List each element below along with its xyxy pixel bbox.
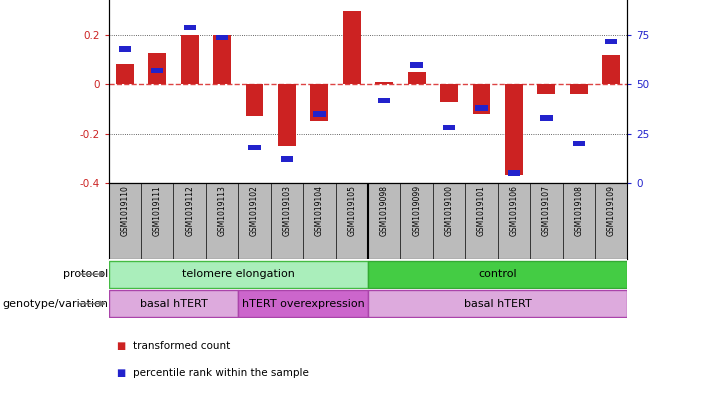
Text: control: control — [478, 269, 517, 279]
Bar — [278, 84, 296, 146]
Bar — [311, 84, 328, 121]
Bar — [538, 84, 555, 94]
Bar — [116, 64, 134, 84]
Text: GSM1019112: GSM1019112 — [185, 185, 194, 236]
Bar — [313, 111, 325, 117]
Text: GSM1019102: GSM1019102 — [250, 185, 259, 236]
Text: GSM1019100: GSM1019100 — [444, 185, 454, 236]
Bar — [375, 82, 393, 84]
Text: ■: ■ — [116, 341, 125, 351]
Text: transformed count: transformed count — [133, 341, 231, 351]
Bar — [472, 84, 491, 114]
Bar — [378, 97, 390, 103]
Text: GSM1019113: GSM1019113 — [217, 185, 226, 236]
Text: GSM1019109: GSM1019109 — [606, 185, 615, 236]
Text: GSM1019098: GSM1019098 — [380, 185, 389, 236]
Bar — [570, 84, 587, 94]
Bar — [109, 261, 368, 288]
Text: GSM1019110: GSM1019110 — [121, 185, 130, 236]
Text: GSM1019108: GSM1019108 — [574, 185, 583, 236]
Bar — [602, 55, 620, 84]
Bar — [508, 170, 520, 176]
Bar — [118, 46, 131, 52]
Text: GSM1019104: GSM1019104 — [315, 185, 324, 236]
Bar — [368, 261, 627, 288]
Bar — [475, 105, 488, 111]
Bar — [505, 84, 523, 175]
Text: percentile rank within the sample: percentile rank within the sample — [133, 368, 309, 378]
Text: GSM1019103: GSM1019103 — [283, 185, 292, 236]
Bar — [149, 53, 166, 84]
Bar — [440, 84, 458, 102]
Text: GSM1019105: GSM1019105 — [347, 185, 356, 236]
Bar — [151, 68, 163, 73]
Bar — [248, 145, 261, 150]
Text: protocol: protocol — [63, 269, 109, 279]
Bar — [281, 156, 293, 162]
Bar — [238, 290, 368, 317]
Bar — [181, 35, 198, 84]
Bar — [443, 125, 455, 130]
Text: basal hTERT: basal hTERT — [139, 299, 207, 309]
Text: GSM1019101: GSM1019101 — [477, 185, 486, 236]
Text: genotype/variation: genotype/variation — [3, 299, 109, 309]
Text: GSM1019107: GSM1019107 — [542, 185, 551, 236]
Bar — [109, 290, 238, 317]
Bar — [408, 72, 426, 84]
Text: basal hTERT: basal hTERT — [464, 299, 531, 309]
Text: hTERT overexpression: hTERT overexpression — [242, 299, 365, 309]
Text: GSM1019106: GSM1019106 — [510, 185, 519, 236]
Bar — [343, 11, 361, 84]
Bar — [368, 290, 627, 317]
Bar — [540, 115, 552, 121]
Bar — [245, 84, 264, 116]
Text: GSM1019111: GSM1019111 — [153, 185, 162, 236]
Bar — [573, 141, 585, 146]
Text: telomere elongation: telomere elongation — [182, 269, 295, 279]
Bar — [605, 39, 618, 44]
Bar — [216, 35, 229, 40]
Bar — [213, 35, 231, 84]
Text: ■: ■ — [116, 368, 125, 378]
Bar — [184, 25, 196, 30]
Text: GSM1019099: GSM1019099 — [412, 185, 421, 236]
Bar — [411, 62, 423, 68]
